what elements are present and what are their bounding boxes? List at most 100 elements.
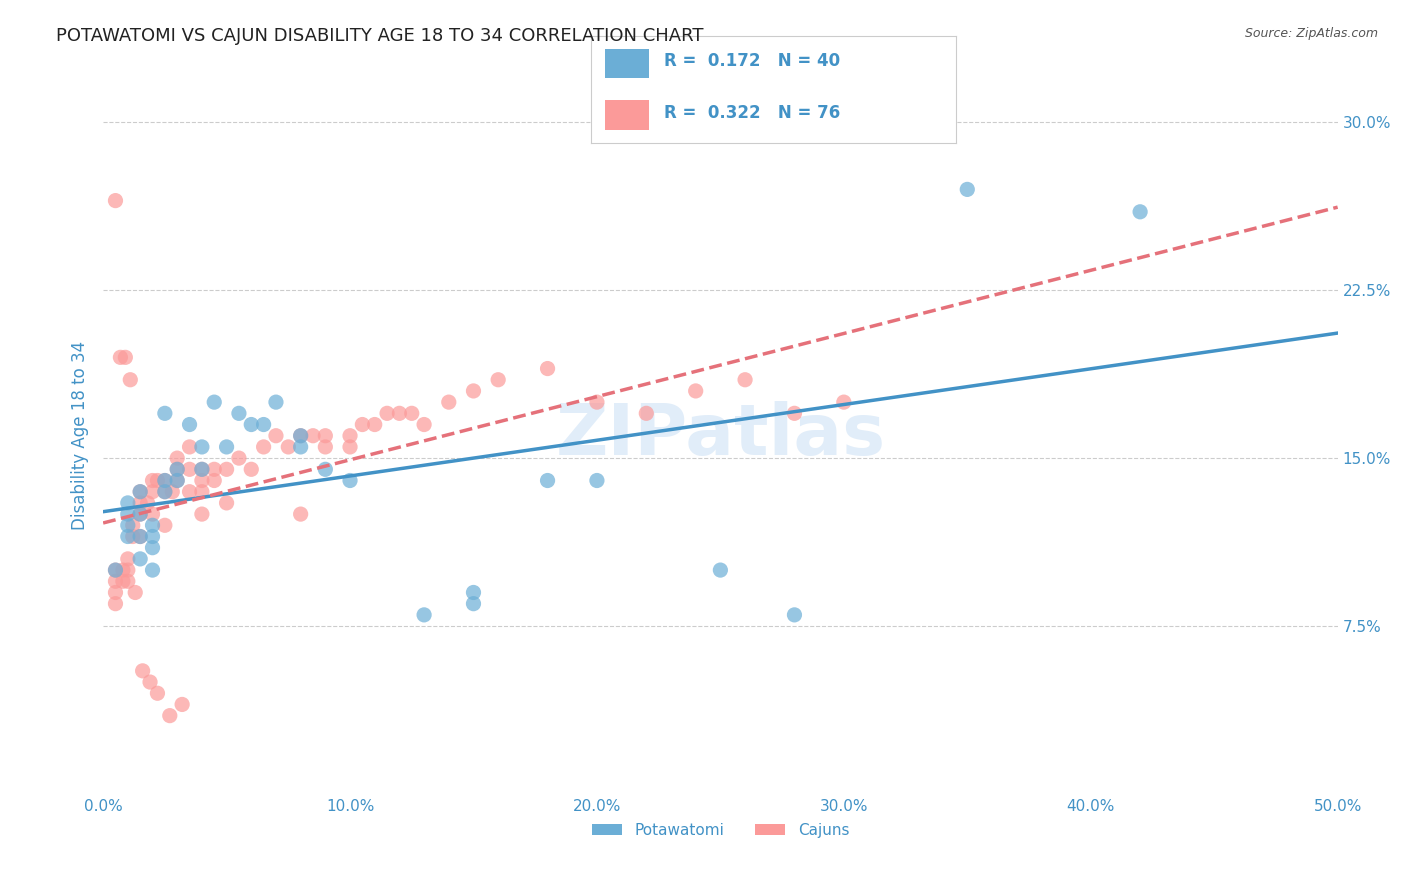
Point — [413, 417, 436, 432]
Point — [290, 507, 312, 521]
Point — [166, 474, 188, 488]
Point — [110, 351, 132, 365]
Point — [191, 462, 214, 476]
FancyBboxPatch shape — [605, 48, 650, 78]
Point — [191, 474, 214, 488]
Point — [129, 507, 152, 521]
Point — [141, 484, 163, 499]
Point — [486, 373, 509, 387]
Point — [166, 462, 188, 476]
Point — [832, 395, 855, 409]
Point — [121, 529, 143, 543]
Point — [536, 474, 558, 488]
Point — [401, 406, 423, 420]
Point — [129, 496, 152, 510]
Point — [202, 462, 225, 476]
Point — [141, 541, 163, 555]
Point — [264, 428, 287, 442]
Text: ZIPatlas: ZIPatlas — [555, 401, 886, 470]
Point — [117, 507, 139, 521]
Point — [685, 384, 707, 398]
Point — [153, 474, 176, 488]
Point — [240, 417, 263, 432]
Point — [117, 529, 139, 543]
Point — [120, 373, 142, 387]
Point — [129, 529, 152, 543]
Point — [146, 686, 169, 700]
Point — [586, 395, 609, 409]
Point — [437, 395, 460, 409]
Point — [139, 675, 162, 690]
Point — [129, 552, 152, 566]
Point — [636, 406, 658, 420]
Point — [463, 597, 485, 611]
Point — [179, 484, 201, 499]
Point — [375, 406, 398, 420]
Point — [202, 474, 225, 488]
Point — [153, 518, 176, 533]
Point — [191, 462, 214, 476]
Point — [104, 597, 127, 611]
Point — [124, 585, 146, 599]
Point — [159, 708, 181, 723]
Point — [302, 428, 325, 442]
Point — [166, 462, 188, 476]
Point — [153, 484, 176, 499]
Point — [104, 574, 127, 589]
Point — [121, 518, 143, 533]
Point — [339, 474, 361, 488]
Legend: Potawatomi, Cajuns: Potawatomi, Cajuns — [585, 816, 855, 844]
Point — [956, 182, 979, 196]
Point — [117, 518, 139, 533]
Point — [364, 417, 387, 432]
Point — [1129, 204, 1152, 219]
Point — [129, 529, 152, 543]
Point — [339, 428, 361, 442]
Text: R =  0.172   N = 40: R = 0.172 N = 40 — [664, 53, 839, 70]
Point — [179, 462, 201, 476]
Point — [314, 428, 336, 442]
Point — [252, 417, 274, 432]
Point — [104, 585, 127, 599]
Point — [104, 194, 127, 208]
Point — [141, 563, 163, 577]
Point — [463, 585, 485, 599]
Point — [153, 406, 176, 420]
Point — [290, 428, 312, 442]
Point — [166, 451, 188, 466]
Point — [129, 484, 152, 499]
Point — [117, 496, 139, 510]
Point — [783, 607, 806, 622]
Point — [172, 698, 194, 712]
Point — [709, 563, 731, 577]
Point — [314, 462, 336, 476]
Point — [228, 451, 250, 466]
Point — [153, 474, 176, 488]
Point — [228, 406, 250, 420]
Point — [117, 563, 139, 577]
Point — [141, 518, 163, 533]
Point — [264, 395, 287, 409]
Text: Source: ZipAtlas.com: Source: ZipAtlas.com — [1244, 27, 1378, 40]
Point — [141, 529, 163, 543]
Point — [117, 574, 139, 589]
Point — [153, 484, 176, 499]
Point — [117, 552, 139, 566]
Y-axis label: Disability Age 18 to 34: Disability Age 18 to 34 — [72, 341, 89, 530]
Point — [179, 417, 201, 432]
Point — [290, 428, 312, 442]
Point — [111, 563, 134, 577]
Point — [202, 395, 225, 409]
Point — [413, 607, 436, 622]
Point — [252, 440, 274, 454]
Point — [146, 474, 169, 488]
Point — [536, 361, 558, 376]
Text: R =  0.322   N = 76: R = 0.322 N = 76 — [664, 103, 839, 121]
Point — [136, 496, 159, 510]
Point — [215, 462, 238, 476]
Point — [166, 474, 188, 488]
Point — [114, 351, 136, 365]
Point — [783, 406, 806, 420]
Point — [141, 507, 163, 521]
Point — [352, 417, 374, 432]
